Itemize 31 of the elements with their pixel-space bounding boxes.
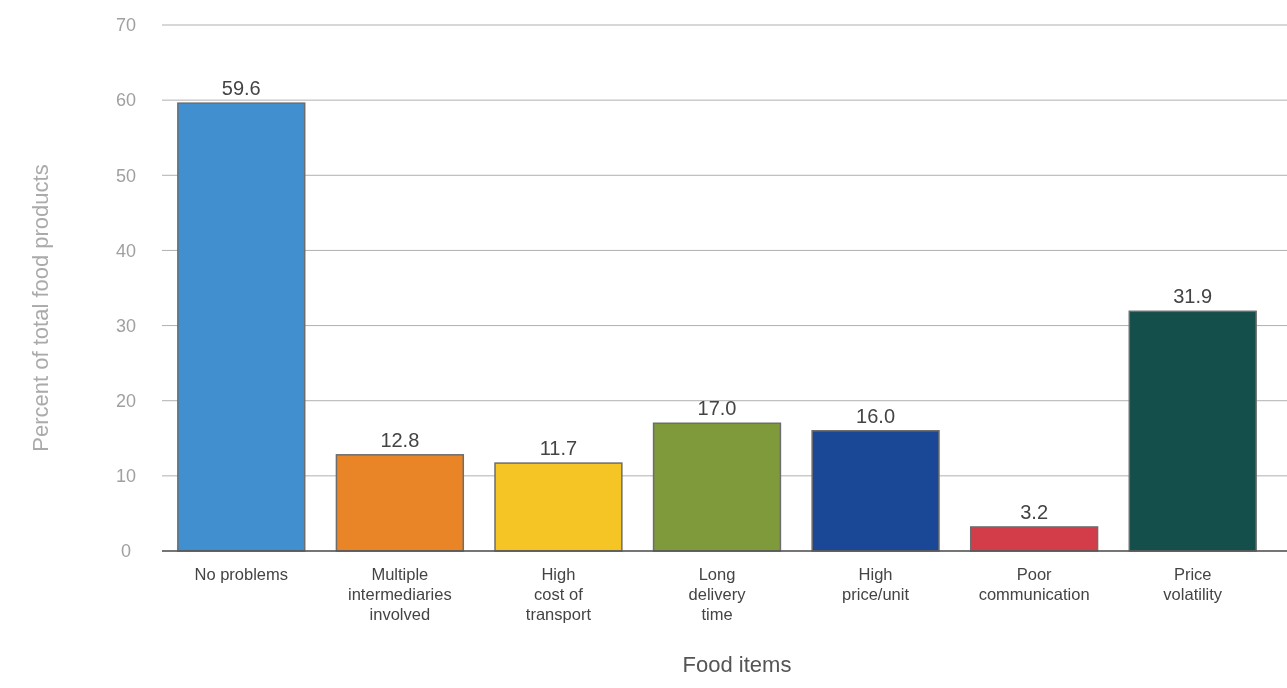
y-tick-label: 0 bbox=[120, 541, 132, 562]
x-tick-label: High price/unit bbox=[842, 565, 910, 603]
data-label: 12.8 bbox=[380, 428, 420, 451]
x-tick-label: Price volatility bbox=[1163, 565, 1223, 603]
bar bbox=[811, 430, 940, 552]
y-tick-label: 40 bbox=[115, 240, 137, 261]
x-tick-label: Poor communication bbox=[978, 565, 1090, 603]
y-tick-label: 50 bbox=[115, 165, 137, 186]
x-tick-label: Multiple intermediaries involved bbox=[348, 565, 452, 623]
y-tick-label: 20 bbox=[115, 391, 137, 412]
data-label: 11.7 bbox=[539, 437, 578, 460]
bar bbox=[335, 454, 465, 552]
y-axis-title: Percent of total food products bbox=[28, 164, 53, 452]
bar bbox=[1128, 310, 1257, 552]
bar bbox=[652, 422, 782, 552]
y-tick-label: 70 bbox=[115, 15, 137, 36]
data-label: 16.0 bbox=[856, 404, 896, 427]
data-label: 3.2 bbox=[1020, 500, 1049, 523]
x-tick-label: High cost of transport bbox=[525, 565, 592, 623]
x-tick-label: Long delivery time bbox=[688, 565, 747, 623]
x-axis-title: Food items bbox=[682, 652, 792, 677]
data-label: 31.9 bbox=[1173, 285, 1213, 308]
data-label: 59.6 bbox=[221, 77, 261, 100]
bar bbox=[494, 462, 623, 552]
y-tick-label: 30 bbox=[115, 315, 137, 336]
y-tick-label: 10 bbox=[115, 466, 137, 487]
x-tick-label: No problems bbox=[194, 565, 289, 583]
y-tick-label: 60 bbox=[115, 90, 137, 111]
data-label: 17.0 bbox=[697, 397, 737, 420]
bar bbox=[177, 102, 306, 552]
bar bbox=[969, 526, 1099, 552]
